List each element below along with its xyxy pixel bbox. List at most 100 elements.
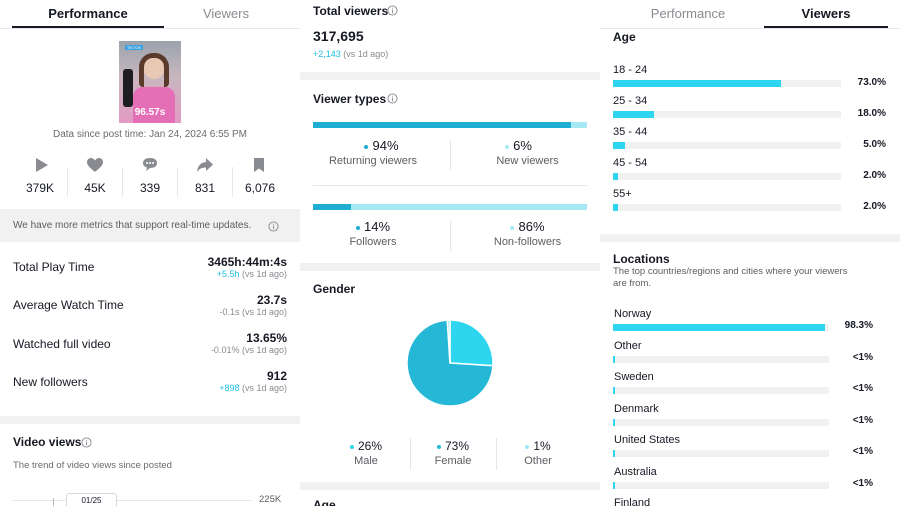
play-icon bbox=[36, 158, 48, 172]
gender-other-label: Other bbox=[524, 455, 552, 467]
chart-cursor-line bbox=[53, 498, 54, 506]
age-title-partial: Age bbox=[313, 498, 336, 506]
location-pct: <1% bbox=[852, 446, 873, 457]
realtime-notice: We have more metrics that support real-t… bbox=[0, 209, 300, 242]
stat-shares-value: 831 bbox=[194, 181, 216, 195]
location-bar-track bbox=[613, 450, 829, 457]
divider bbox=[313, 185, 587, 186]
info-icon[interactable] bbox=[387, 5, 398, 16]
total-viewers-value: 317,695 bbox=[313, 28, 364, 44]
location-bar-track bbox=[613, 419, 829, 426]
hair-shape bbox=[139, 53, 169, 87]
location-label[interactable]: Finland bbox=[614, 497, 651, 506]
age-bar-track bbox=[613, 204, 841, 211]
metric-value-total-play-time: 3465h:44m:4s bbox=[207, 255, 287, 269]
gender-female-pct: 73% bbox=[413, 439, 493, 453]
metric-label-new-followers: New followers bbox=[13, 375, 88, 389]
age-bar-track bbox=[613, 173, 841, 180]
sweater-shape bbox=[133, 87, 175, 123]
metric-value-new-followers: 912 bbox=[266, 369, 287, 383]
follower-type-bar bbox=[313, 204, 587, 210]
data-since-text: Data since post time: Jan 24, 2024 6:55 … bbox=[53, 129, 247, 140]
share-icon bbox=[197, 158, 213, 172]
info-icon[interactable] bbox=[81, 437, 92, 448]
location-pct: <1% bbox=[852, 415, 873, 426]
metric-value-average-watch-time: 23.7s bbox=[256, 293, 287, 307]
locations-title: Locations bbox=[613, 252, 670, 266]
location-bar-track bbox=[613, 482, 829, 489]
location-label[interactable]: Sweden bbox=[614, 371, 654, 383]
age-label: 45 - 54 bbox=[613, 157, 648, 169]
gender-female-slice bbox=[406, 319, 494, 407]
metric-label-average-watch-time: Average Watch Time bbox=[13, 298, 124, 312]
location-bar-fill bbox=[613, 450, 615, 457]
age-label: 18 - 24 bbox=[613, 64, 648, 76]
location-bar-track bbox=[613, 356, 829, 363]
info-icon[interactable] bbox=[268, 221, 279, 232]
tab-performance[interactable]: Performance bbox=[650, 6, 726, 21]
stat-views-value: 379K bbox=[25, 181, 55, 195]
metric-value-watched-full: 13.65% bbox=[246, 331, 287, 345]
age-label: 25 - 34 bbox=[613, 95, 648, 107]
metric-label-watched-full: Watched full video bbox=[13, 337, 111, 351]
location-pct: 98.3% bbox=[844, 320, 873, 331]
divider bbox=[450, 140, 451, 170]
age-label: 35 - 44 bbox=[613, 126, 648, 138]
info-icon[interactable] bbox=[387, 93, 398, 104]
comment-icon bbox=[143, 158, 157, 171]
metric-label-total-play-time: Total Play Time bbox=[13, 260, 95, 274]
gender-male-label: Male bbox=[354, 455, 378, 467]
age-pct: 2.0% bbox=[863, 170, 886, 181]
gender-male-pct: 26% bbox=[326, 439, 406, 453]
viewer-type-bar bbox=[313, 122, 587, 128]
gender-other-pct: 1% bbox=[498, 439, 578, 453]
divider bbox=[450, 221, 451, 251]
tab-viewers[interactable]: Viewers bbox=[764, 0, 888, 28]
gender-other-slice bbox=[446, 319, 451, 364]
age-pct: 2.0% bbox=[863, 201, 886, 212]
viewer-types-title: Viewer types bbox=[313, 92, 387, 106]
stat-divider bbox=[122, 167, 123, 197]
location-pct: <1% bbox=[852, 383, 873, 394]
location-label[interactable]: Other bbox=[614, 340, 642, 352]
section-gap bbox=[0, 416, 300, 424]
locations-subtitle-line2: are from. bbox=[613, 278, 652, 289]
location-label[interactable]: Denmark bbox=[614, 403, 659, 415]
age-label: 55+ bbox=[613, 188, 632, 200]
stat-likes-value: 45K bbox=[84, 181, 106, 195]
locations-subtitle-line1: The top countries/regions and cities whe… bbox=[613, 266, 848, 277]
location-label[interactable]: United States bbox=[614, 434, 681, 446]
age-bar-fill bbox=[613, 142, 625, 149]
age-bar-fill bbox=[613, 204, 618, 211]
chart-axis-label: 225K bbox=[259, 494, 282, 505]
tab-viewers[interactable]: Viewers bbox=[202, 6, 249, 21]
chart-tooltip: 01/25 bbox=[66, 493, 117, 506]
returning-viewers-bar-fill bbox=[313, 122, 571, 128]
chart-gridline bbox=[13, 500, 251, 501]
location-pct: <1% bbox=[852, 352, 873, 363]
gender-male-slice bbox=[449, 319, 494, 367]
tab-performance[interactable]: Performance bbox=[12, 0, 164, 28]
followers-bar-fill bbox=[313, 204, 352, 210]
metric-delta-new-followers: +898 (vs 1d ago) bbox=[219, 383, 287, 393]
followers-pct: 14% bbox=[313, 219, 433, 234]
age-pct: 18.0% bbox=[857, 108, 886, 119]
stat-divider bbox=[67, 167, 68, 197]
location-label[interactable]: Norway bbox=[614, 308, 652, 320]
gender-female-label: Female bbox=[434, 455, 472, 467]
location-label[interactable]: Australia bbox=[614, 466, 657, 478]
age-title: Age bbox=[613, 30, 636, 44]
non-followers-label: Non-followers bbox=[493, 236, 562, 248]
tab-divider bbox=[600, 28, 900, 29]
total-viewers-title: Total viewers bbox=[313, 4, 389, 18]
total-viewers-delta: +2,143 (vs 1d ago) bbox=[313, 49, 389, 59]
section-gap bbox=[300, 263, 600, 271]
video-thumbnail[interactable]: TIKTOK 96.57s bbox=[119, 41, 181, 123]
video-views-title: Video views bbox=[13, 435, 82, 449]
age-bar-track bbox=[613, 142, 841, 149]
video-views-subtitle: The trend of video views since posted bbox=[13, 460, 172, 471]
section-gap bbox=[300, 72, 600, 80]
stat-divider bbox=[232, 167, 233, 197]
age-bar-track bbox=[613, 80, 841, 87]
divider bbox=[496, 438, 497, 470]
